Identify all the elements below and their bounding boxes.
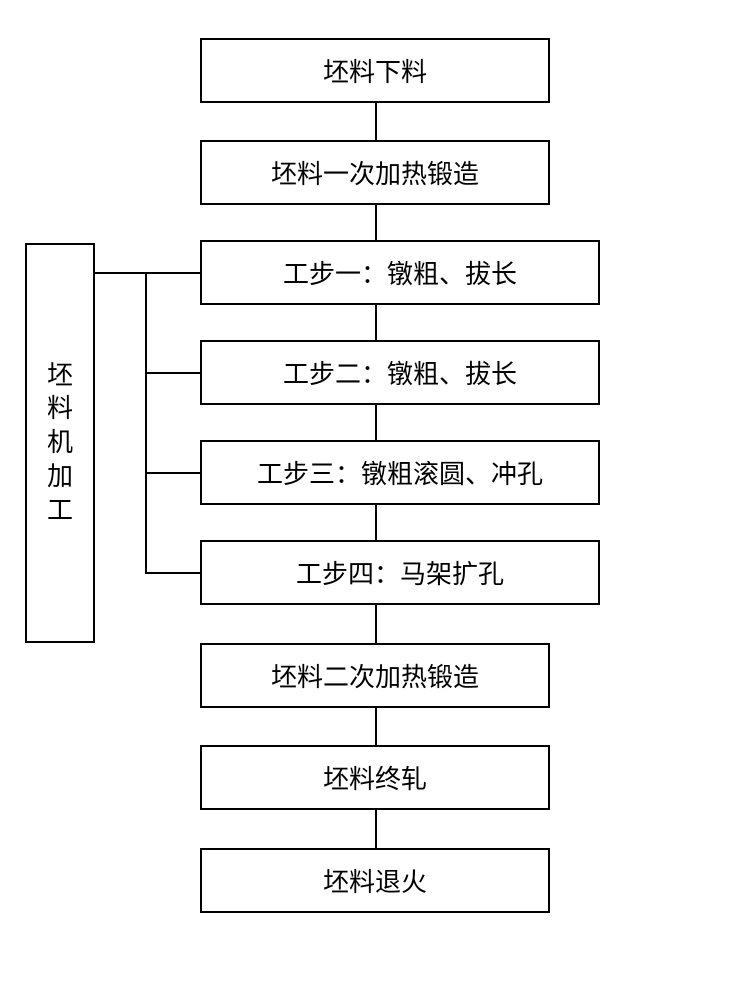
box-machining: 坯 料 机 加 工 — [25, 243, 95, 643]
connector-line — [375, 405, 377, 440]
connector-line — [375, 205, 377, 240]
box-label: 工步一：镦粗、拔长 — [283, 254, 517, 291]
box-label: 坯料退火 — [323, 862, 427, 899]
side-char-5: 工 — [47, 494, 73, 528]
branch-horizontal-line — [145, 572, 200, 574]
box-second-heating-forging: 坯料二次加热锻造 — [200, 643, 550, 708]
branch-horizontal-line — [145, 372, 200, 374]
side-char-3: 机 — [47, 426, 73, 460]
connector-line — [375, 305, 377, 340]
branch-horizontal-line — [95, 272, 200, 274]
box-step-3: 工步三：镦粗滚圆、冲孔 — [200, 440, 600, 505]
box-step-4: 工步四：马架扩孔 — [200, 540, 600, 605]
connector-line — [375, 103, 377, 140]
box-annealing: 坯料退火 — [200, 848, 550, 913]
connector-line — [375, 810, 377, 848]
connector-line — [375, 605, 377, 643]
box-label: 坯料下料 — [323, 52, 427, 89]
branch-vertical-line — [145, 272, 147, 574]
box-label: 坯料二次加热锻造 — [271, 657, 479, 694]
connector-line — [375, 505, 377, 540]
side-char-1: 坯 — [47, 359, 73, 393]
branch-horizontal-line — [145, 472, 200, 474]
box-label: 工步二：镦粗、拔长 — [283, 354, 517, 391]
box-step-1: 工步一：镦粗、拔长 — [200, 240, 600, 305]
side-char-4: 加 — [47, 460, 73, 494]
box-first-heating-forging: 坯料一次加热锻造 — [200, 140, 550, 205]
box-label: 工步三：镦粗滚圆、冲孔 — [257, 454, 543, 491]
box-label: 工步四：马架扩孔 — [296, 554, 504, 591]
box-final-rolling: 坯料终轧 — [200, 745, 550, 810]
box-step-2: 工步二：镦粗、拔长 — [200, 340, 600, 405]
connector-line — [375, 708, 377, 745]
box-label: 坯料终轧 — [323, 759, 427, 796]
side-char-2: 料 — [47, 392, 73, 426]
box-material-cutting: 坯料下料 — [200, 38, 550, 103]
box-label: 坯料一次加热锻造 — [271, 154, 479, 191]
